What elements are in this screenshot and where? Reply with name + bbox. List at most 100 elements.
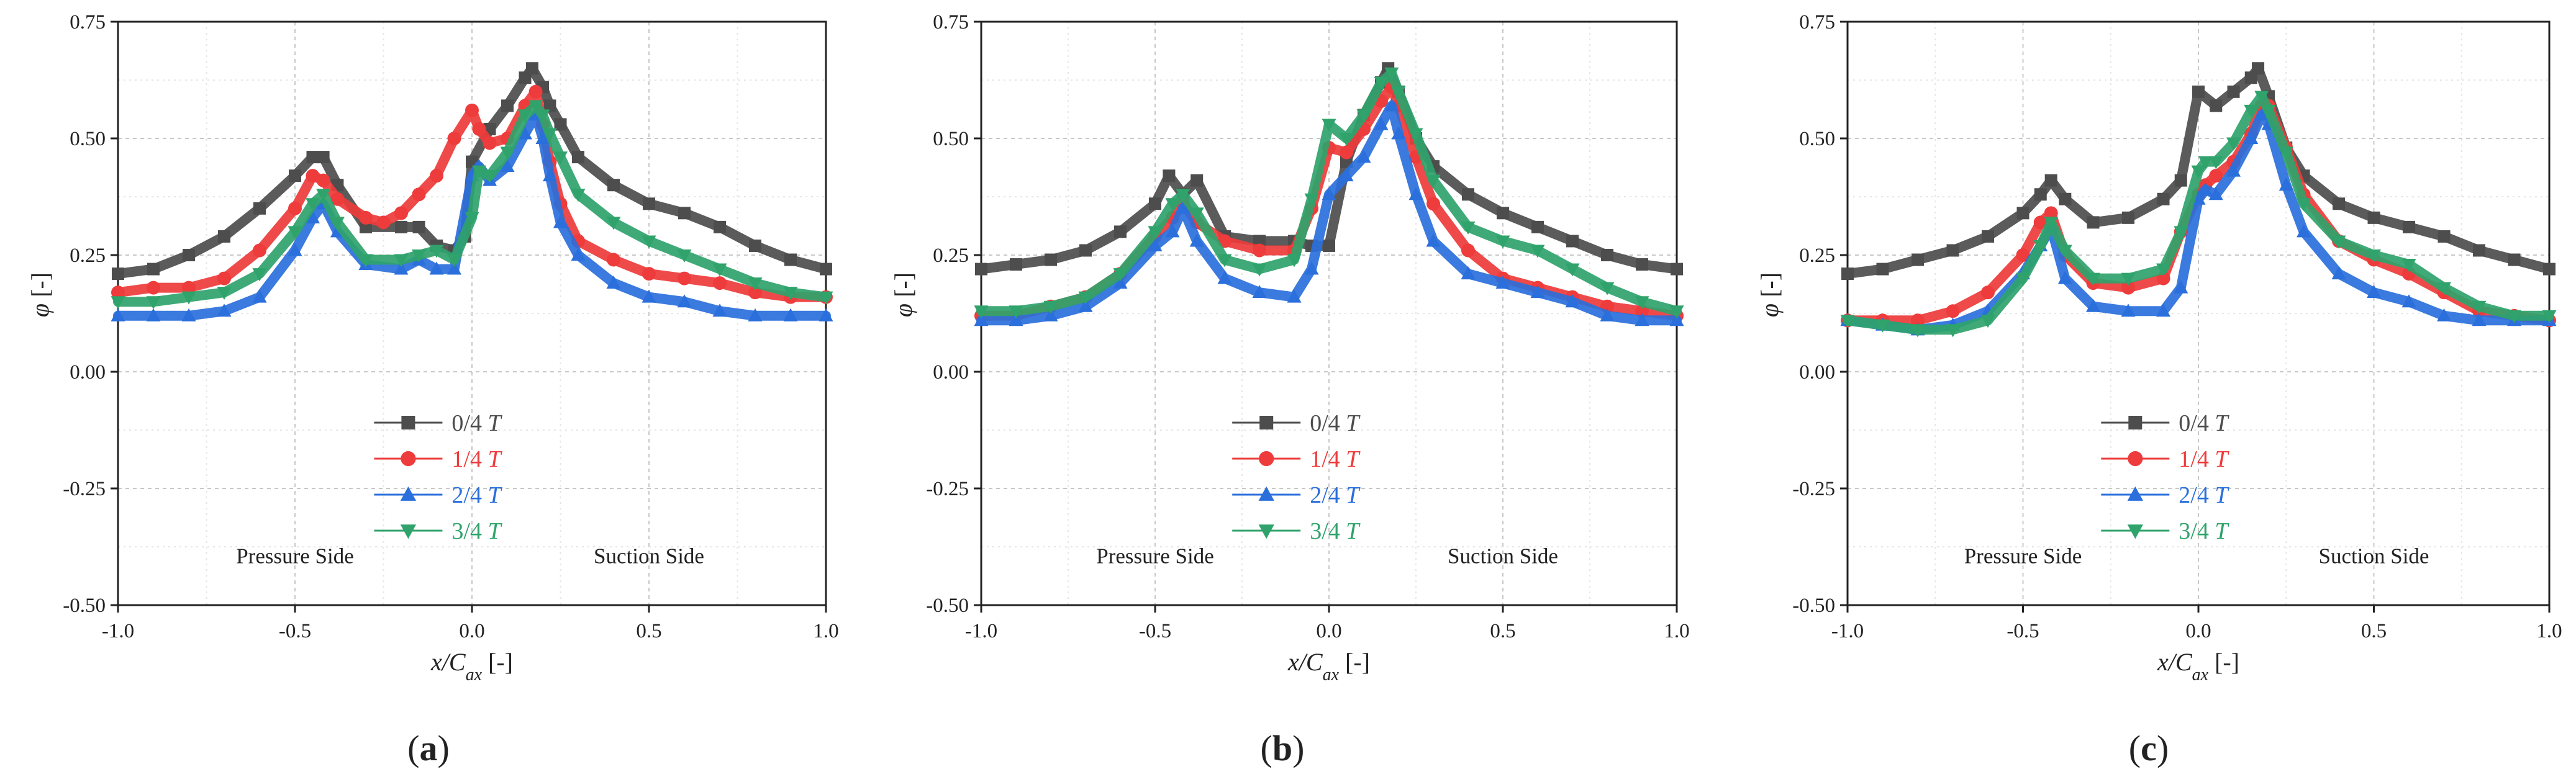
y-tick-label: 0.25 [933, 245, 969, 267]
legend-marker [1259, 451, 1274, 467]
data-point [500, 159, 515, 173]
y-tick-label: -0.25 [1792, 478, 1835, 500]
x-tick-label: -0.5 [279, 620, 311, 642]
data-point [2174, 280, 2188, 294]
data-point [1322, 119, 1336, 132]
data-point [2086, 299, 2100, 312]
data-point [147, 263, 160, 276]
data-point [2044, 217, 2059, 230]
series-line [976, 101, 1682, 326]
data-point [1461, 243, 1475, 258]
data-point [447, 261, 461, 275]
data-point [1340, 145, 1353, 160]
data-point [2244, 71, 2257, 84]
data-point [643, 197, 655, 210]
data-point [395, 220, 407, 233]
data-point [483, 170, 497, 184]
data-point [252, 268, 267, 282]
legend-marker [401, 451, 416, 467]
data-point [1253, 235, 1266, 248]
y-tick-label: 0.50 [933, 128, 969, 150]
data-point [430, 169, 443, 183]
data-point [1078, 291, 1093, 305]
data-point [1079, 244, 1092, 257]
data-point [2157, 192, 2170, 205]
data-point [1078, 299, 1093, 312]
data-point [217, 271, 231, 285]
data-point [1176, 200, 1190, 214]
data-point [1043, 300, 1058, 314]
data-point [2472, 313, 2487, 326]
data-point [2174, 226, 2188, 240]
data-point [677, 294, 692, 308]
pressure-side-label: Pressure Side [1096, 544, 1214, 568]
data-point [360, 220, 372, 233]
data-point [1304, 261, 1319, 275]
data-point [1323, 239, 1335, 252]
data-point [542, 128, 557, 142]
data-point [1340, 155, 1353, 168]
data-point [2507, 310, 2521, 323]
data-point [2331, 235, 2346, 249]
data-point [330, 192, 345, 206]
data-point [1148, 238, 1163, 251]
legend-label: 2/4 T [1310, 482, 1361, 508]
data-point [2016, 272, 2030, 286]
data-point [1189, 233, 1204, 247]
data-point [2210, 99, 2223, 112]
legend-label: 1/4 T [2179, 446, 2229, 472]
x-tick-label: -1.0 [965, 620, 997, 642]
data-point [2279, 146, 2293, 160]
data-point [1531, 220, 1544, 233]
data-point [974, 305, 989, 319]
data-point [253, 243, 266, 258]
data-point [1045, 253, 1057, 266]
data-point [306, 151, 319, 164]
data-point [2122, 211, 2134, 224]
legend-marker [1258, 524, 1274, 539]
data-point [1426, 233, 1441, 247]
data-point [712, 303, 727, 317]
y-tick-label: -0.25 [63, 478, 106, 500]
x-tick-label: 0.5 [1490, 620, 1515, 642]
legend-marker [400, 486, 417, 501]
data-point [1840, 315, 1855, 328]
data-point [394, 254, 409, 267]
y-tick-label: 0.00 [70, 361, 106, 384]
y-tick-label: 0.75 [1799, 11, 1835, 34]
data-point [1876, 263, 1889, 276]
x-tick-label: 1.0 [2536, 620, 2562, 642]
data-point [607, 253, 620, 267]
data-point [2543, 263, 2556, 276]
data-point [306, 198, 320, 212]
data-point [2192, 85, 2205, 98]
data-point [394, 206, 408, 220]
data-point [1252, 263, 1267, 277]
x-tick-label: 0.5 [2361, 620, 2387, 642]
data-point [571, 189, 586, 202]
data-point [471, 165, 486, 179]
suction-side-label: Suction Side [594, 544, 704, 568]
panel-label: (a) [407, 728, 450, 768]
data-point [2198, 156, 2213, 169]
legend-marker [400, 524, 417, 539]
data-point [2174, 174, 2187, 187]
panel-label: (b) [1261, 728, 1305, 768]
data-point [975, 263, 987, 276]
data-point [1165, 198, 1180, 212]
data-point [111, 285, 125, 300]
panel-label: (c) [2129, 728, 2169, 768]
data-point [2044, 174, 2057, 187]
data-point [519, 71, 532, 84]
data-point [525, 62, 538, 75]
data-point [1462, 188, 1474, 201]
data-point [1461, 266, 1476, 280]
data-point [2057, 271, 2072, 284]
data-point [606, 276, 621, 289]
data-point [1356, 150, 1371, 163]
legend-marker [2128, 416, 2143, 429]
data-point [1384, 98, 1399, 112]
legend-marker [2127, 524, 2143, 539]
data-point [642, 235, 656, 249]
data-point [1946, 244, 1959, 257]
